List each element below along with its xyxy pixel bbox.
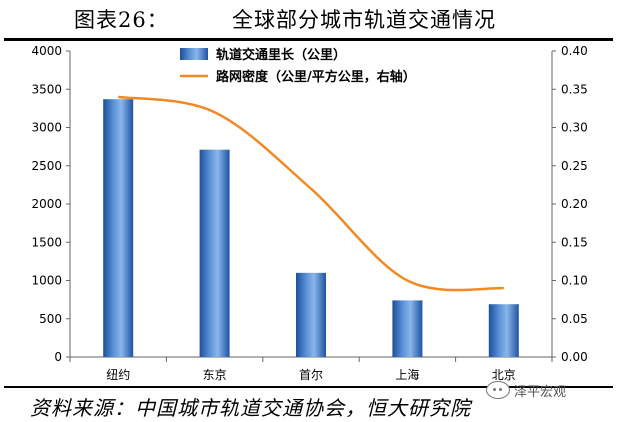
watermark: 泽平宏观: [486, 380, 566, 400]
y-right-tick-label: 0.20: [561, 197, 588, 211]
y-right-tick-label: 0.25: [561, 159, 588, 173]
y-right-tick-label: 0.40: [561, 44, 588, 58]
y-left-tick-label: 1000: [31, 274, 62, 288]
y-left-tick-label: 4000: [31, 44, 62, 58]
source-note: 资料来源：中国城市轨道交通协会，恒大研究院: [30, 396, 471, 420]
x-tick-label: 上海: [395, 367, 419, 382]
bar: [392, 300, 423, 357]
legend-bar-label: 轨道交通里长（公里）: [216, 47, 346, 63]
bar: [199, 149, 230, 357]
y-left-tick-label: 3500: [31, 82, 62, 96]
y-left-tick-label: 500: [39, 312, 62, 326]
x-tick-label: 北京: [492, 368, 516, 382]
bottom-rule: [4, 386, 613, 388]
x-tick-label: 首尔: [299, 367, 323, 382]
figure-label: 图表26：: [74, 8, 169, 32]
watermark-text: 泽平宏观: [514, 384, 567, 400]
y-left-tick-label: 0: [54, 350, 62, 364]
legend-bar-swatch: [180, 48, 208, 60]
y-left-tick-label: 3000: [31, 121, 62, 135]
top-rule: [4, 38, 613, 41]
y-right-tick-label: 0.30: [561, 121, 588, 135]
x-tick-label: 纽约: [106, 367, 130, 382]
y-right-tick-label: 0.10: [561, 274, 588, 288]
density-line: [118, 95, 504, 292]
y-right-tick-label: 0.00: [561, 350, 588, 364]
y-right-tick-label: 0.05: [561, 312, 588, 326]
chart-title: 全球部分城市轨道交通情况: [232, 8, 496, 32]
y-right-tick-label: 0.15: [561, 235, 588, 249]
bar: [488, 304, 519, 357]
wechat-icon: [486, 381, 510, 399]
bar: [103, 99, 134, 357]
x-tick-label: 东京: [203, 368, 227, 382]
y-right-tick-label: 0.35: [561, 82, 588, 96]
y-left-tick-label: 2500: [31, 159, 62, 173]
y-left-tick-label: 2000: [31, 197, 62, 211]
figure-header: 图表26： 全球部分城市轨道交通情况: [0, 0, 617, 34]
y-left-tick-label: 1500: [31, 235, 62, 249]
combo-chart: 0 500 1000 1500 2000 2500 3000 3500 4000 0.00 0.05…: [31, 44, 588, 382]
chart-area: 0 500 1000 1500 2000 2500 3000 3500 4000 0.00 0.05…: [0, 40, 617, 386]
legend-line-label: 路网密度（公里/平方公里，右轴）: [216, 69, 416, 85]
bar: [296, 272, 326, 357]
